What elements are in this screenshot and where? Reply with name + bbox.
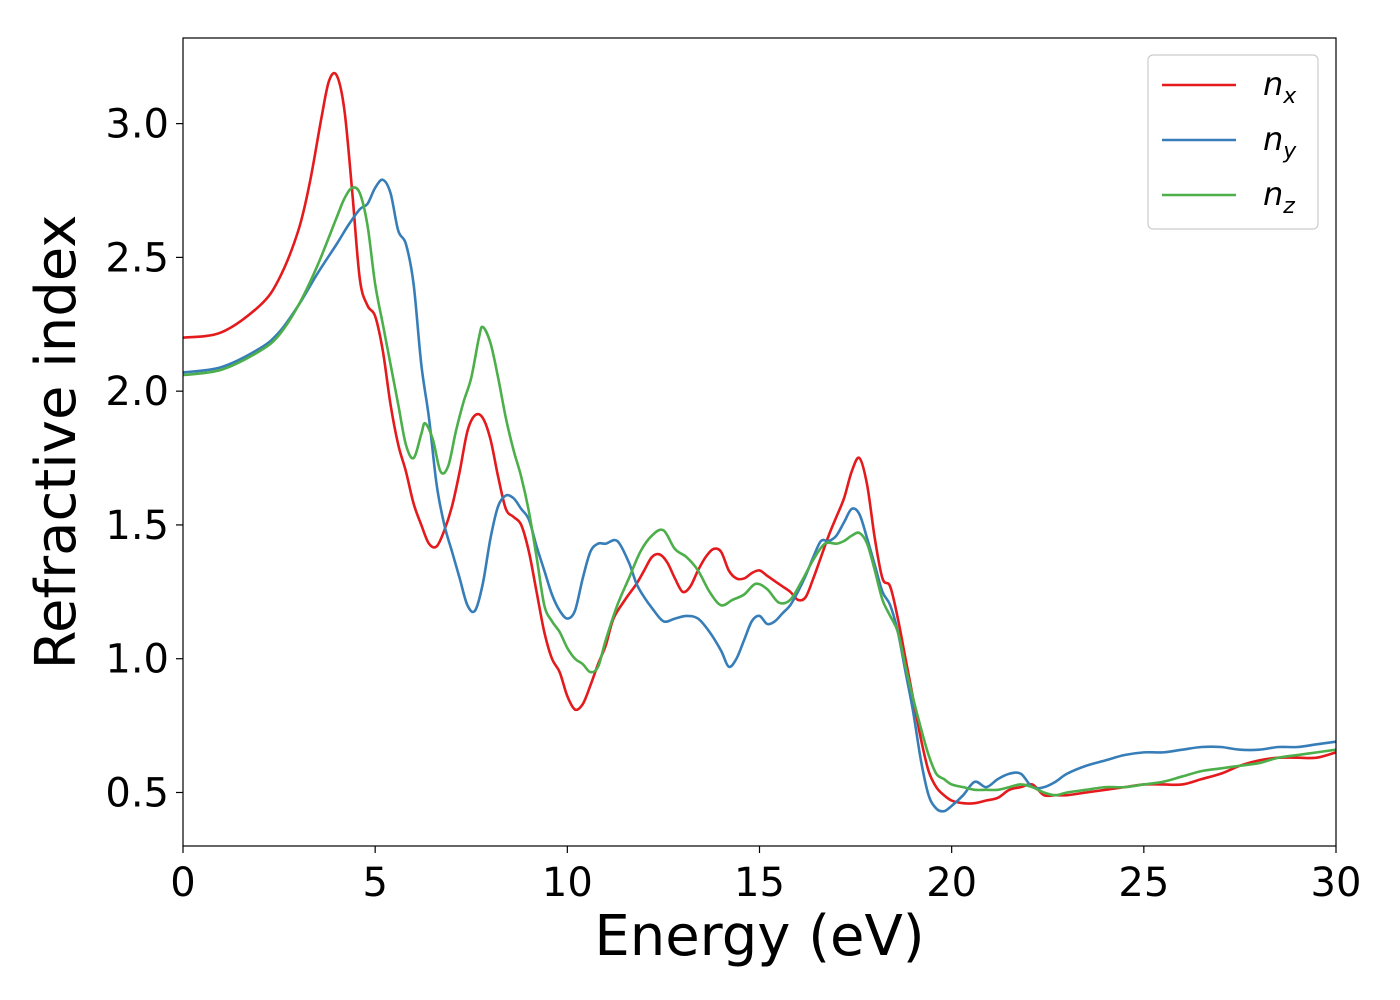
legend-frame (1147, 54, 1319, 230)
y-tick-label: 1.5 (105, 503, 169, 549)
legend-label-subscript: x (1282, 84, 1297, 109)
y-tick-label: 0.5 (105, 770, 169, 816)
legend-label-base: n (1263, 65, 1283, 103)
legend-label-n-y: ny (1263, 120, 1297, 164)
y-tick-label: 2.0 (105, 369, 169, 415)
series-line-n-x (183, 71, 1336, 805)
y-tick-label: 1.0 (105, 637, 169, 683)
series-line-n-y (183, 178, 1336, 813)
x-tick-label: 0 (170, 860, 195, 906)
legend-label-base: n (1263, 175, 1283, 213)
y-tick-label: 2.5 (105, 235, 169, 281)
y-tick-label: 3.0 (105, 102, 169, 148)
legend-label-subscript: z (1282, 194, 1295, 219)
y-axis: 0.5 1.0 1.5 2.0 2.5 3.0 (105, 102, 183, 816)
x-tick-label: 25 (1118, 860, 1169, 906)
x-tick-label: 15 (734, 860, 785, 906)
legend-label-subscript: y (1282, 139, 1297, 164)
x-tick-label: 30 (1311, 860, 1362, 906)
x-tick-label: 5 (362, 860, 387, 906)
plot-lines (183, 71, 1336, 813)
x-tick-label: 20 (926, 860, 977, 906)
legend-label-n-z: nz (1263, 175, 1295, 219)
x-axis-title: Energy (eV) (594, 904, 924, 969)
x-axis: 0 5 10 15 20 25 30 (170, 846, 1361, 906)
legend-label-n-x: nx (1263, 65, 1297, 109)
series-line-n-z (183, 186, 1336, 797)
legend-label-base: n (1263, 120, 1283, 158)
x-tick-label: 10 (542, 860, 593, 906)
y-axis-title: Refractive index (24, 215, 89, 670)
